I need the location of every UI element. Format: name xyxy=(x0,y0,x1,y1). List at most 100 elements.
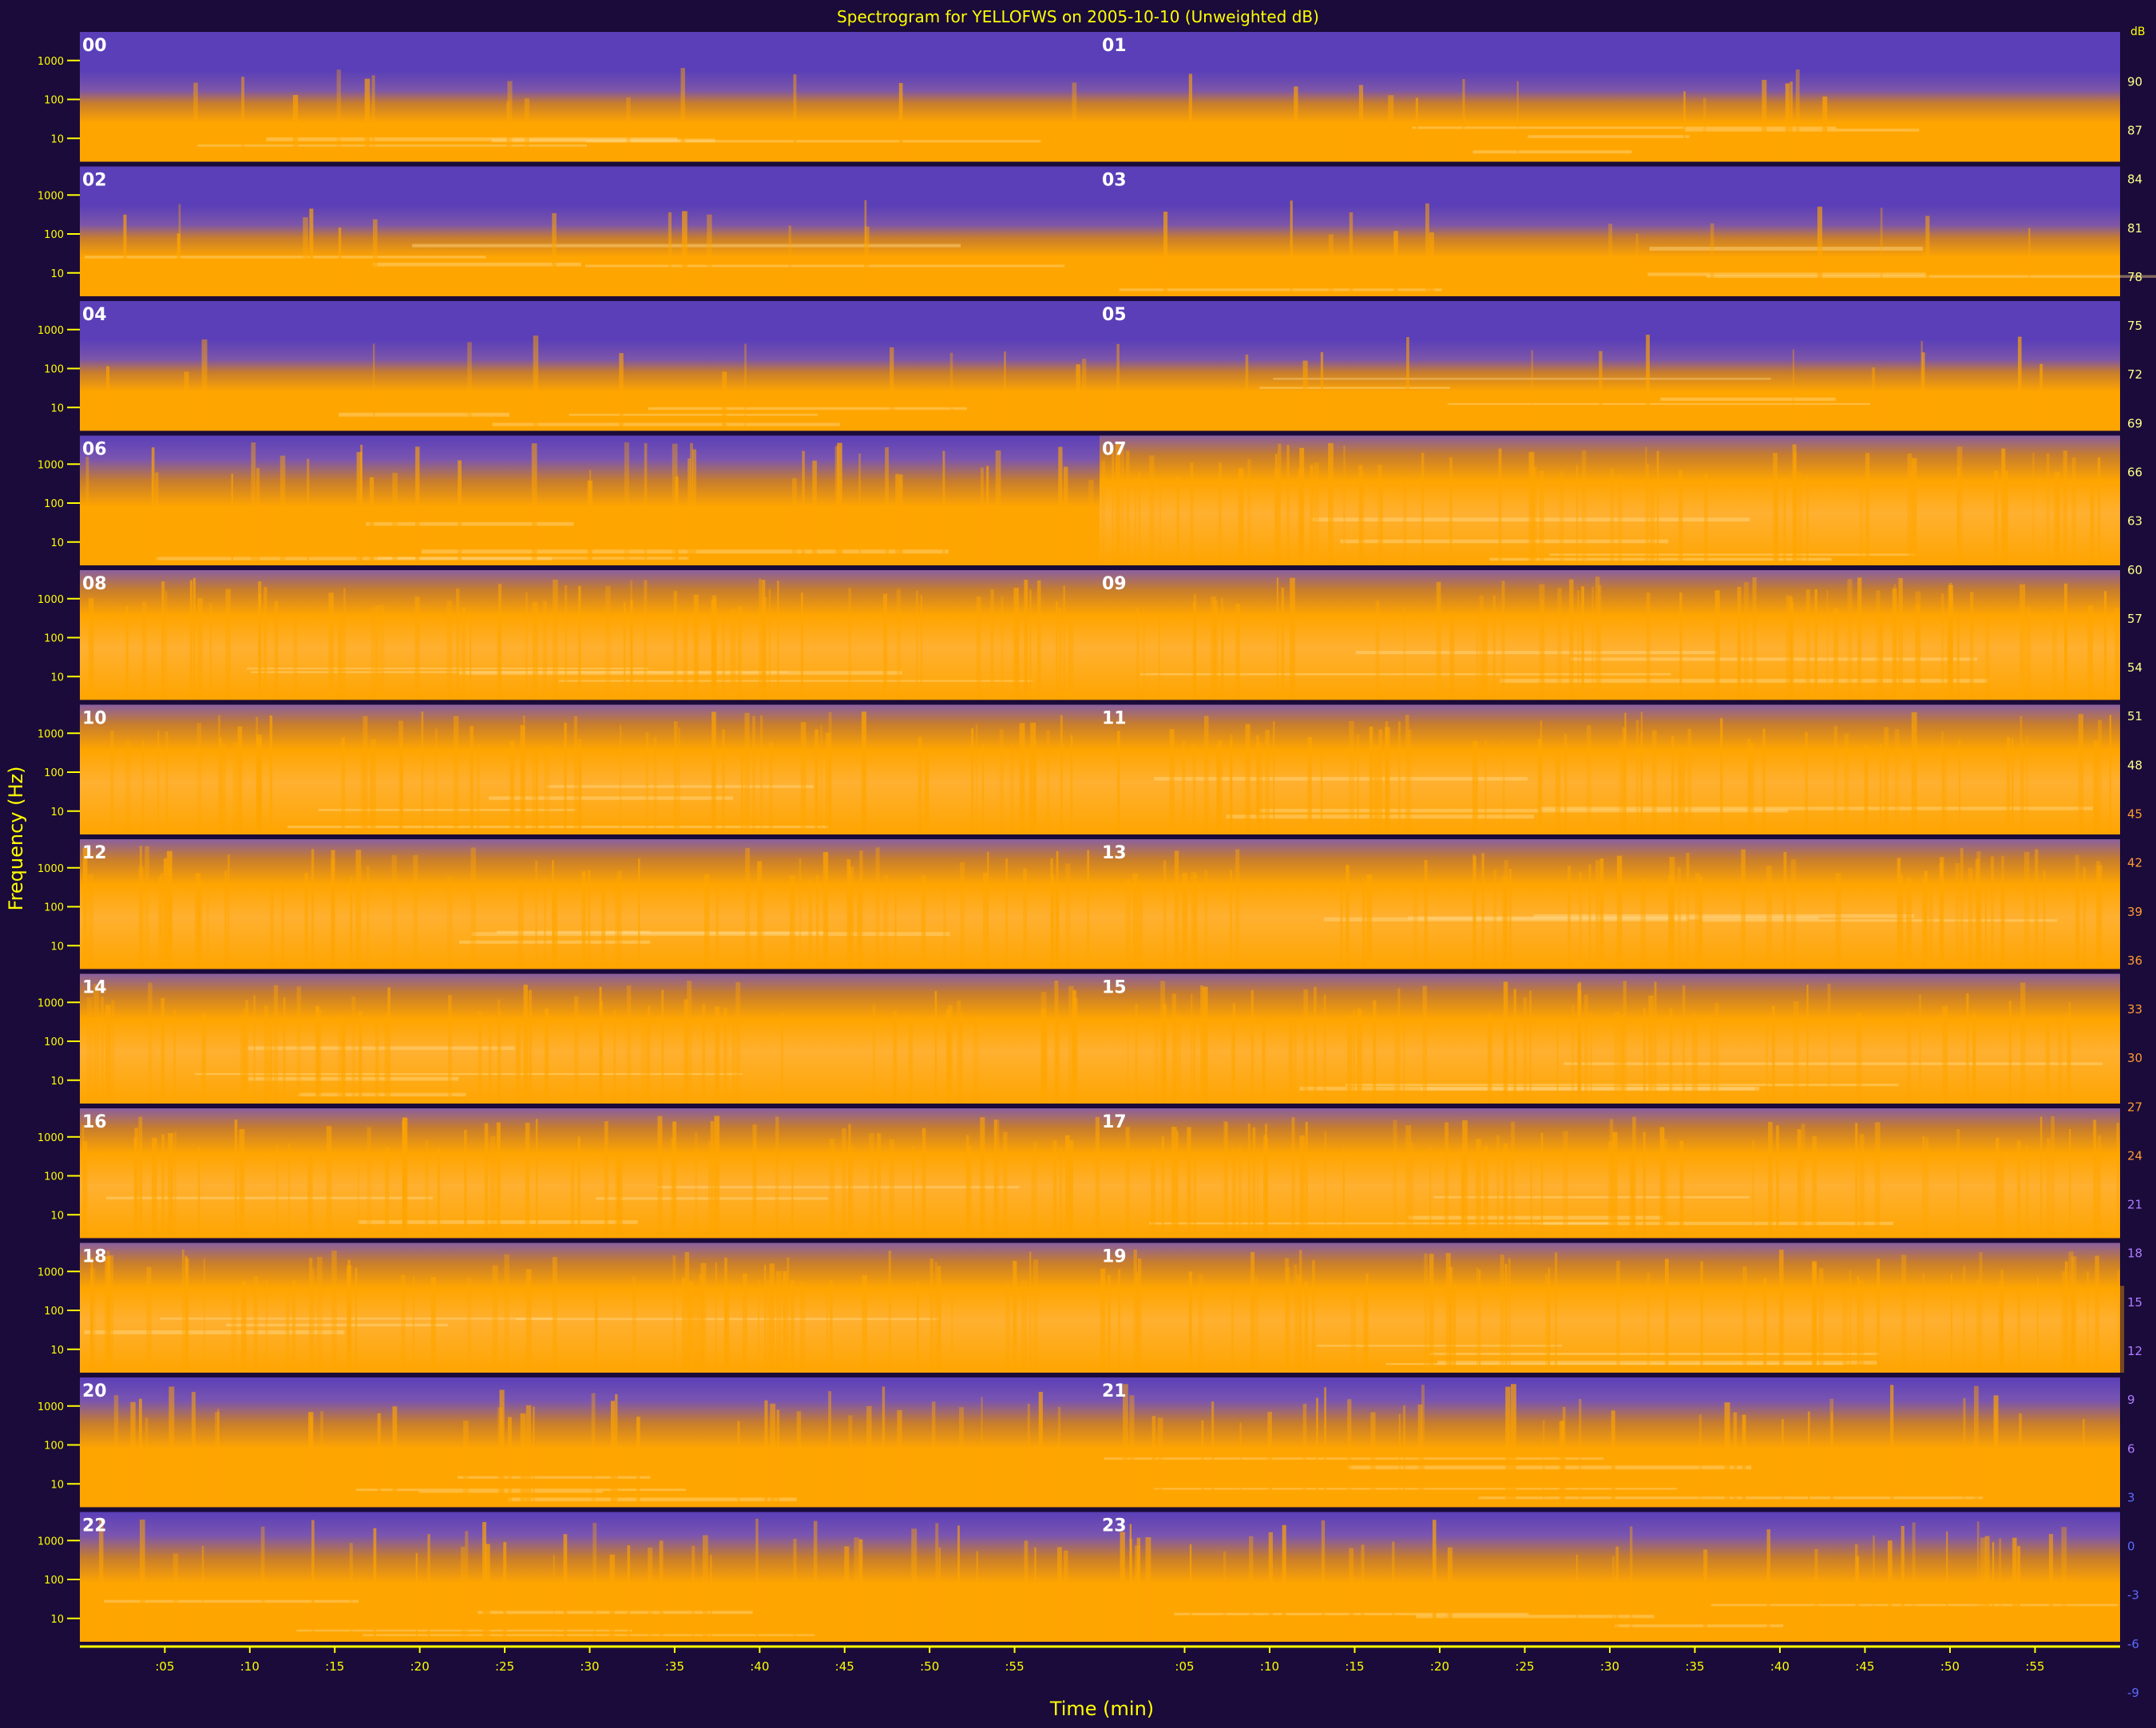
spectral-transient xyxy=(781,1012,783,1104)
spectral-transient xyxy=(346,1265,352,1373)
spectral-transient xyxy=(1571,1005,1574,1104)
spectral-transient xyxy=(916,590,918,700)
spectral-transient xyxy=(1749,743,1754,834)
x-axis-label: Time (min) xyxy=(1049,1698,1154,1720)
spectrogram-panel-bg xyxy=(80,1377,1100,1508)
spectral-transient xyxy=(377,1413,381,1508)
spectral-band xyxy=(1299,1086,1760,1091)
spectral-band xyxy=(1355,651,1718,655)
freq-tick-label: 1000 xyxy=(38,1536,64,1548)
time-tick-label: :45 xyxy=(1855,1659,1874,1674)
spectral-transient xyxy=(1667,875,1674,969)
spectral-transient xyxy=(1569,579,1574,700)
spectral-transient xyxy=(1413,882,1418,969)
spectral-transient xyxy=(196,723,202,834)
spectral-transient xyxy=(1941,731,1944,834)
spectral-transient xyxy=(670,1137,675,1239)
spectral-transient xyxy=(1894,729,1900,834)
spectral-band xyxy=(296,1629,632,1632)
spectral-transient xyxy=(1958,739,1961,834)
spectral-transient xyxy=(331,850,335,969)
freq-tick-label: 10 xyxy=(50,402,64,414)
spectral-transient xyxy=(957,1001,961,1104)
time-tick-label: :35 xyxy=(665,1659,684,1674)
spectral-transient xyxy=(911,1528,917,1642)
spectral-transient xyxy=(854,1537,859,1642)
colorbar-tick-label: 63 xyxy=(2127,514,2142,529)
spectral-transient xyxy=(1069,1139,1073,1239)
spectral-transient xyxy=(1238,468,1244,565)
spectral-transient xyxy=(1643,1132,1646,1239)
spectral-transient xyxy=(1294,1014,1297,1104)
spectral-transient xyxy=(1827,983,1831,1104)
spectrogram-panel-hour-07 xyxy=(1100,435,2120,565)
spectral-transient xyxy=(363,715,368,834)
spectral-transient xyxy=(535,1119,538,1239)
spectral-transient xyxy=(1310,465,1314,565)
colorbar-tick-label: 54 xyxy=(2127,660,2142,675)
spectral-transient xyxy=(1001,596,1004,700)
spectral-transient xyxy=(1962,1266,1966,1373)
spectral-transient xyxy=(659,1540,664,1642)
spectral-transient xyxy=(336,69,341,162)
spectral-transient xyxy=(1579,1398,1582,1508)
spectral-transient xyxy=(1548,1267,1551,1373)
spectral-transient xyxy=(467,1277,472,1373)
spectral-transient xyxy=(1019,723,1025,834)
spectral-transient xyxy=(1645,446,1647,565)
spectral-transient xyxy=(1678,747,1684,834)
spectral-transient xyxy=(820,724,822,834)
spectral-transient xyxy=(1879,612,1884,700)
spectral-transient xyxy=(1612,1132,1618,1239)
spectral-transient xyxy=(309,1258,313,1373)
spectral-transient xyxy=(951,1284,953,1373)
spectral-transient xyxy=(2001,448,2006,565)
spectral-transient xyxy=(86,997,93,1104)
spectral-transient xyxy=(934,1262,937,1373)
spectral-transient xyxy=(999,729,1004,834)
freq-tick-label: 10 xyxy=(50,1479,64,1491)
spectral-transient xyxy=(1257,743,1263,834)
spectral-transient xyxy=(133,1137,137,1239)
spectral-transient xyxy=(1976,882,1982,969)
spectral-transient xyxy=(938,1548,941,1642)
spectral-transient xyxy=(1940,857,1944,969)
spectral-transient xyxy=(398,720,404,834)
colorbar-tick-label: 36 xyxy=(2127,953,2142,968)
spectral-transient xyxy=(1447,1547,1453,1642)
spectral-transient xyxy=(935,1523,939,1642)
hour-label: 09 xyxy=(1102,574,1127,594)
spectral-transient xyxy=(995,450,1001,565)
spectral-band xyxy=(491,138,715,143)
spectral-band xyxy=(458,1476,651,1479)
spectral-transient xyxy=(1635,233,1639,296)
spectral-transient xyxy=(1065,1135,1070,1239)
spectral-transient xyxy=(848,1124,851,1239)
spectral-transient xyxy=(1888,1540,1892,1642)
spectral-transient xyxy=(793,74,797,162)
time-tick-label: :35 xyxy=(1685,1659,1704,1674)
spectral-transient xyxy=(427,1534,430,1642)
spectral-transient xyxy=(255,1275,258,1373)
spectral-transient xyxy=(166,850,172,969)
spectral-transient xyxy=(1188,1271,1192,1373)
spectral-transient xyxy=(673,591,677,700)
spectral-transient xyxy=(499,1389,505,1508)
spectral-transient xyxy=(1503,981,1508,1104)
spectral-transient xyxy=(1694,873,1701,969)
spectrogram-panel-hour-20 xyxy=(80,1377,1100,1508)
spectral-transient xyxy=(1557,588,1562,700)
spectral-transient xyxy=(338,1014,344,1104)
hour-label: 02 xyxy=(82,171,107,191)
spectral-band xyxy=(251,671,789,673)
spectral-transient xyxy=(1265,1137,1269,1239)
spectral-band xyxy=(1154,777,1528,781)
spectral-transient xyxy=(158,877,162,969)
spectral-transient xyxy=(2055,471,2061,565)
spectral-band xyxy=(1447,402,1871,405)
spectral-transient xyxy=(1347,1399,1352,1508)
spectral-transient xyxy=(1200,985,1203,1104)
spectral-transient xyxy=(1385,721,1388,834)
spectral-transient xyxy=(976,1551,978,1642)
spectral-transient xyxy=(626,985,632,1104)
